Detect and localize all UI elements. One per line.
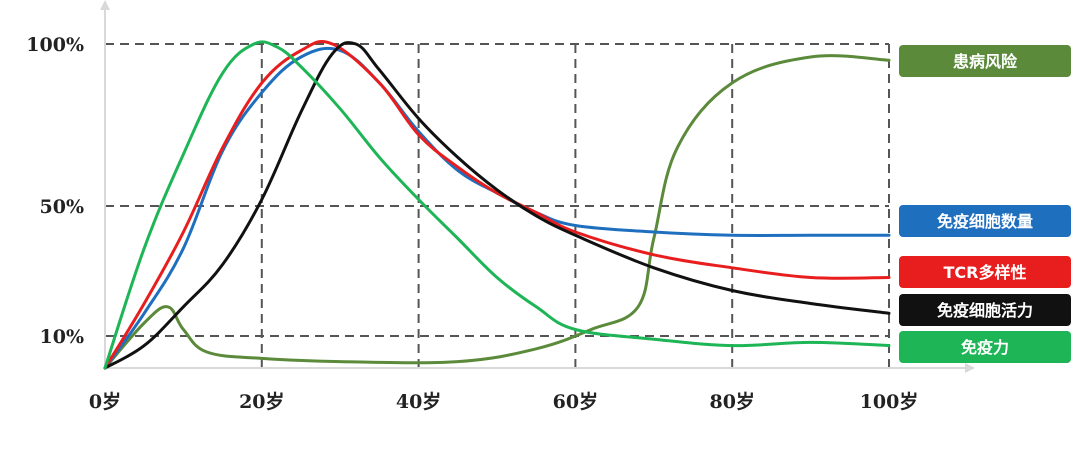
x-tick-label: 20岁 — [239, 390, 284, 413]
y-tick-label: 10% — [40, 326, 85, 348]
series-line — [103, 41, 891, 370]
legend-label: 患病风险 — [953, 52, 1018, 71]
legend-label: TCR多样性 — [944, 263, 1027, 282]
legend-item: 免疫细胞活力 — [899, 294, 1071, 326]
tick-labels: 10% 50% 100% 0岁 20岁 40岁 60岁 80岁 100岁 — [26, 34, 918, 413]
x-tick-label: 60岁 — [553, 390, 598, 413]
y-tick-label: 50% — [40, 196, 85, 218]
legend-label: 免疫细胞数量 — [937, 212, 1033, 231]
series-line — [103, 40, 891, 370]
legend-swatch — [899, 256, 1071, 288]
legend-item: 患病风险 — [899, 45, 1071, 77]
axes — [100, 0, 975, 373]
legend-item: 免疫细胞数量 — [899, 205, 1071, 237]
series-line — [103, 54, 891, 370]
series-line — [103, 46, 891, 370]
legend-label: 免疫力 — [961, 338, 1009, 357]
legend-item: TCR多样性 — [899, 256, 1071, 288]
series-line — [103, 40, 891, 370]
series-lines — [103, 40, 891, 370]
x-tick-label: 80岁 — [709, 390, 754, 413]
legend-item: 免疫力 — [899, 331, 1071, 363]
legend-swatch — [899, 45, 1071, 77]
x-tick-label: 0岁 — [89, 390, 121, 413]
legend-swatch — [899, 331, 1071, 363]
x-tick-label: 100岁 — [860, 390, 919, 413]
x-axis-arrow-icon — [965, 363, 975, 373]
legend-swatch — [899, 294, 1071, 326]
grid — [105, 43, 890, 368]
legend-label: 免疫细胞活力 — [937, 301, 1033, 320]
legend-swatch — [899, 205, 1071, 237]
x-tick-label: 40岁 — [396, 390, 441, 413]
y-tick-label: 100% — [26, 34, 84, 56]
y-axis-arrow-icon — [100, 0, 110, 10]
